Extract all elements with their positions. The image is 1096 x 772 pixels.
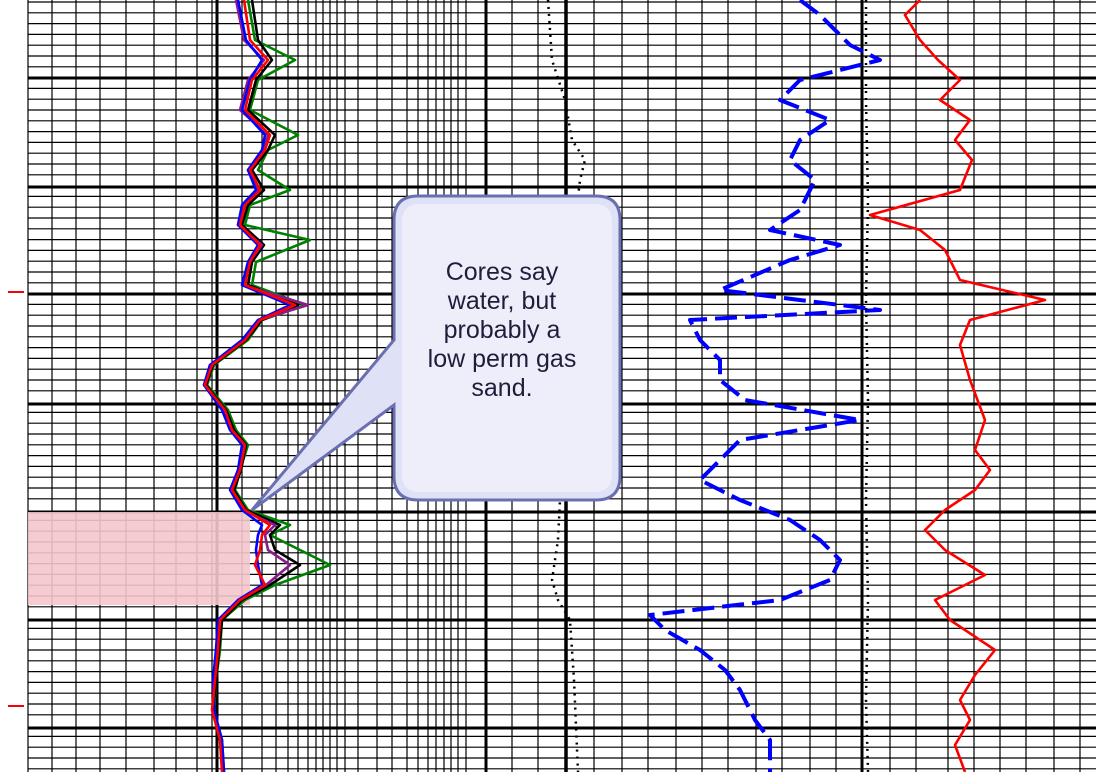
callout-line: water, but (447, 287, 557, 315)
depth-markers (8, 291, 24, 707)
log-curve-black-track-3 (864, 0, 870, 772)
grid-lines (27, 0, 1096, 772)
callout-line: sand. (471, 374, 533, 402)
callout-line: low perm gas (427, 345, 577, 373)
callout-line: probably a (443, 316, 561, 344)
callout-text: Cores say water, but probably a low perm… (396, 258, 608, 403)
callout-line: Cores say (445, 258, 559, 286)
highlight-zone (28, 512, 250, 605)
log-curve-red-track-1 (203, 0, 297, 772)
callout-inner-glow (402, 204, 612, 492)
log-curve-blue-track-3 (648, 0, 882, 772)
callout-bubble (250, 194, 622, 512)
log-curves (202, 0, 1047, 772)
log-curve-red-track-4 (868, 0, 1047, 772)
log-curve-green-track-1 (205, 0, 332, 772)
